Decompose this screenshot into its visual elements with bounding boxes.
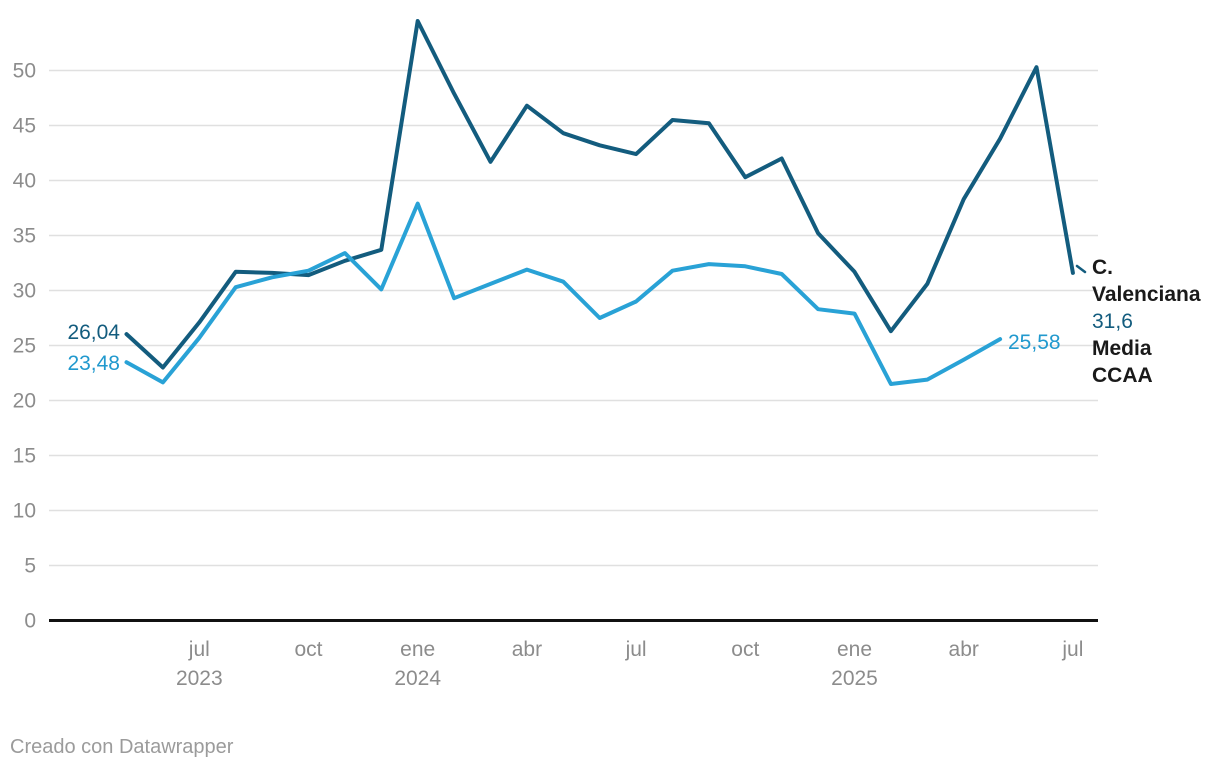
x-axis-tick-label: oct	[294, 638, 322, 661]
y-axis-tick-label: 5	[24, 555, 36, 578]
series-line-media-ccaa	[124, 201, 1003, 386]
y-axis-tick-label: 15	[13, 445, 36, 468]
end-value-label-media-ccaa: 25,58	[1008, 331, 1061, 354]
datawrapper-credit: Creado con Datawrapper	[10, 736, 234, 758]
label-leader-dash	[1075, 264, 1087, 274]
start-value-label-c-valenciana: 26,04	[67, 321, 120, 344]
y-axis-tick-label: 25	[13, 335, 36, 358]
y-axis-tick-label: 45	[13, 115, 36, 138]
x-axis-year-label: 2024	[394, 667, 441, 690]
x-axis-year-label: 2023	[176, 667, 223, 690]
y-axis-tick-label: 35	[13, 225, 36, 248]
x-axis-year-label: 2025	[831, 667, 878, 690]
x-axis-tick-label: ene	[400, 638, 435, 661]
end-value-label-c-valenciana: 31,6	[1092, 310, 1133, 333]
x-axis-tick-label: oct	[731, 638, 759, 661]
series-label-c-valenciana-line1: C.	[1092, 256, 1113, 279]
y-axis-tick-label: 10	[13, 500, 36, 523]
series-lines-layer	[124, 19, 1087, 386]
series-label-media-ccaa-line2: CCAA	[1092, 364, 1153, 387]
series-label-c-valenciana-line2: Valenciana	[1092, 283, 1201, 306]
start-value-label-media-ccaa: 23,48	[67, 352, 120, 375]
y-axis-tick-label: 30	[13, 280, 36, 303]
x-axis-tick-label: jul	[1061, 638, 1083, 661]
x-axis-tick-label: abr	[512, 638, 542, 661]
y-axis-tick-label: 0	[24, 610, 36, 633]
series-direct-labels: C. Valenciana 31,6 Media CCAA	[1092, 254, 1218, 389]
x-axis-tick-label: jul	[188, 638, 210, 661]
y-axis-tick-label: 20	[13, 390, 36, 413]
x-axis-tick-label: jul	[625, 638, 647, 661]
series-label-media-ccaa-line1: Media	[1092, 337, 1152, 360]
y-axis-tick-label: 40	[13, 170, 36, 193]
x-axis-tick-label: abr	[949, 638, 979, 661]
y-axis-tick-label: 50	[13, 60, 36, 83]
gridlines-layer	[49, 69, 1098, 567]
x-axis-tick-label: ene	[837, 638, 872, 661]
